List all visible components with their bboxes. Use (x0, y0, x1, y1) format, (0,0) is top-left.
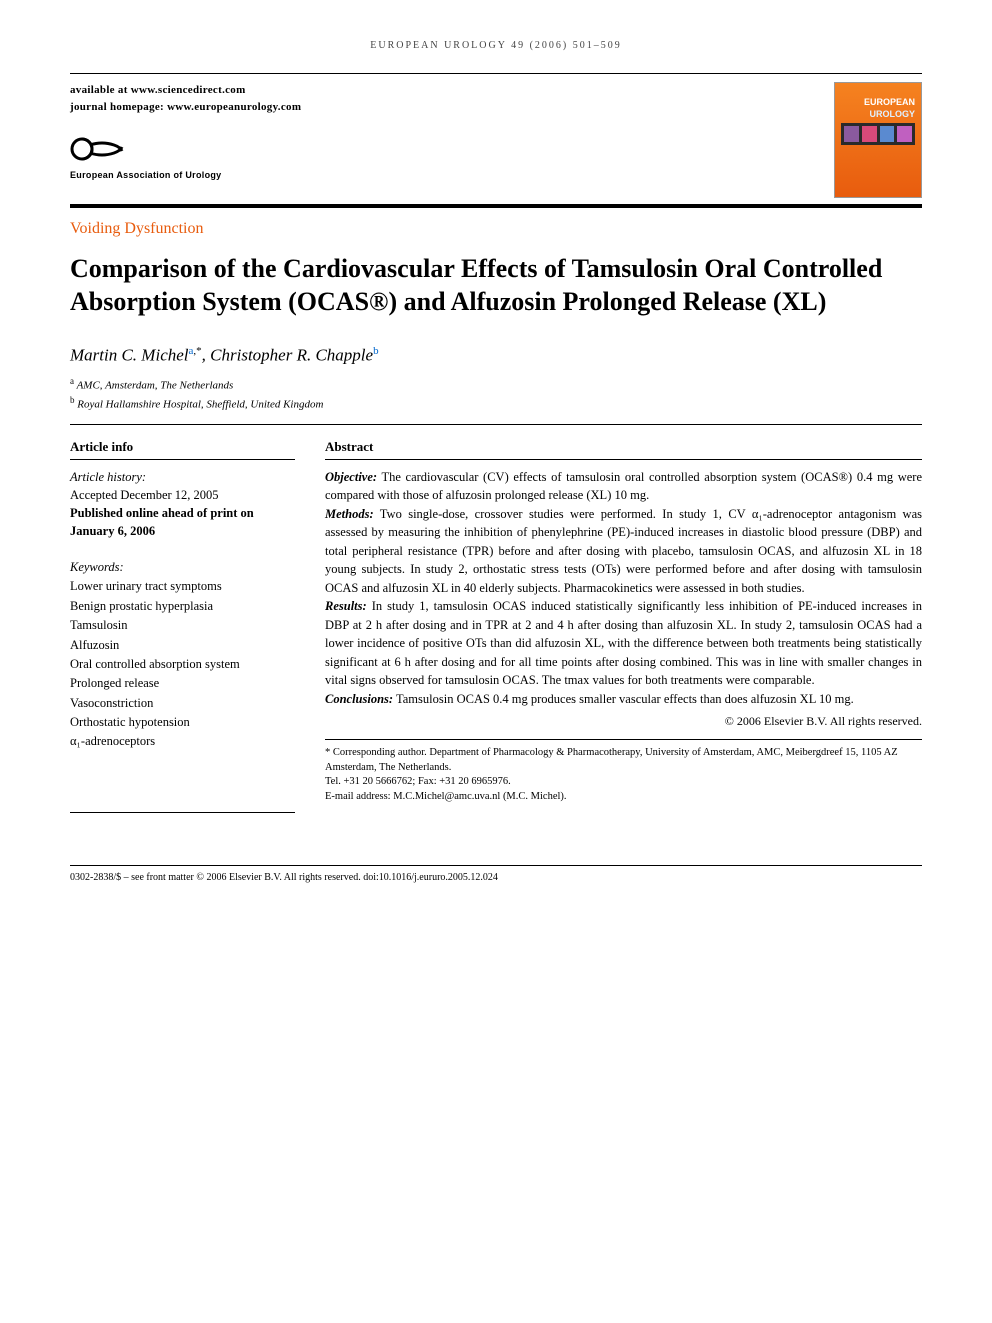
keyword: Oral controlled absorption system (70, 655, 295, 674)
author-affil-marker[interactable]: b (373, 345, 379, 357)
journal-cover-icon (834, 82, 922, 198)
keyword: Orthostatic hypotension (70, 713, 295, 732)
conclusions-label: Conclusions: (325, 692, 393, 706)
short-rule (325, 459, 922, 460)
correspondence-email: E-mail address: M.C.Michel@amc.uva.nl (M… (325, 790, 922, 805)
left-column: Article info Article history: Accepted D… (70, 439, 295, 813)
published-online: Published online ahead of print on Janua… (70, 504, 295, 540)
top-rule (70, 73, 922, 74)
eau-logo (70, 135, 814, 169)
conclusions-text: Tamsulosin OCAS 0.4 mg produces smaller … (393, 692, 854, 706)
abstract-heading: Abstract (325, 439, 922, 455)
accepted-date: Accepted December 12, 2005 (70, 486, 295, 504)
availability-line: available at www.sciencedirect.com (70, 82, 814, 99)
authors-line: Martin C. Michela,*, Christopher R. Chap… (70, 345, 922, 366)
affiliation-text: AMC, Amsterdam, The Netherlands (77, 380, 234, 392)
correspondence-tel: Tel. +31 20 5666762; Fax: +31 20 6965976… (325, 775, 922, 790)
keyword: Alfuzosin (70, 636, 295, 655)
keyword: Prolonged release (70, 674, 295, 693)
article-history: Article history: Accepted December 12, 2… (70, 468, 295, 541)
results-label: Results: (325, 599, 367, 613)
correspondence-main: * Corresponding author. Department of Ph… (325, 746, 922, 775)
mid-rule (70, 424, 922, 425)
footer-text: 0302-2838/$ – see front matter © 2006 El… (70, 872, 922, 883)
article-info-heading: Article info (70, 439, 295, 455)
correspondence-rule (325, 739, 922, 740)
corr-text: Corresponding author. Department of Phar… (325, 747, 898, 773)
author-separator: , (202, 345, 211, 364)
abstract-body: Objective: The cardiovascular (CV) effec… (325, 468, 922, 709)
keywords-block: Keywords: Lower urinary tract symptoms B… (70, 558, 295, 752)
correspondence-block: * Corresponding author. Department of Ph… (325, 746, 922, 805)
email-who: (M.C. Michel). (500, 791, 566, 802)
left-bottom-rule (70, 812, 295, 813)
keyword: Vasoconstriction (70, 694, 295, 713)
email-address[interactable]: M.C.Michel@amc.uva.nl (393, 791, 500, 802)
keywords-label: Keywords: (70, 558, 295, 577)
affiliations: a AMC, Amsterdam, The Netherlands b Roya… (70, 375, 922, 413)
eau-org-name: European Association of Urology (70, 169, 814, 183)
affiliation-line: a AMC, Amsterdam, The Netherlands (70, 375, 922, 394)
homepage-line: journal homepage: www.europeanurology.co… (70, 99, 814, 116)
affiliation-line: b Royal Hallamshire Hospital, Sheffield,… (70, 394, 922, 413)
history-label: Article history: (70, 468, 295, 486)
results-text: In study 1, tamsulosin OCAS induced stat… (325, 599, 922, 687)
objective-text: The cardiovascular (CV) effects of tamsu… (325, 470, 922, 503)
availability-block: available at www.sciencedirect.com journ… (70, 82, 814, 187)
running-header: EUROPEAN UROLOGY 49 (2006) 501–509 (70, 40, 922, 51)
section-label: Voiding Dysfunction (70, 220, 922, 238)
keyword: Benign prostatic hyperplasia (70, 597, 295, 616)
footer-rule (70, 865, 922, 866)
keyword: Tamsulosin (70, 616, 295, 635)
keyword: Lower urinary tract symptoms (70, 577, 295, 596)
eau-mark-icon (70, 135, 130, 169)
methods-label: Methods: (325, 507, 374, 521)
email-label: E-mail address: (325, 791, 393, 802)
author-name: Christopher R. Chapple (210, 345, 373, 364)
affiliation-text: Royal Hallamshire Hospital, Sheffield, U… (77, 399, 323, 411)
short-rule (70, 459, 295, 460)
copyright-line: © 2006 Elsevier B.V. All rights reserved… (325, 714, 922, 729)
right-column: Abstract Objective: The cardiovascular (… (325, 439, 922, 813)
article-title: Comparison of the Cardiovascular Effects… (70, 252, 922, 319)
methods-text: Two single-dose, crossover studies were … (325, 507, 922, 595)
objective-label: Objective: (325, 470, 377, 484)
thick-rule (70, 204, 922, 208)
header-row: available at www.sciencedirect.com journ… (70, 82, 922, 198)
keyword: α₁-adrenoceptors (70, 732, 295, 751)
author-name: Martin C. Michel (70, 345, 189, 364)
two-column-layout: Article info Article history: Accepted D… (70, 439, 922, 813)
logo-row: European Association of Urology (70, 135, 814, 183)
